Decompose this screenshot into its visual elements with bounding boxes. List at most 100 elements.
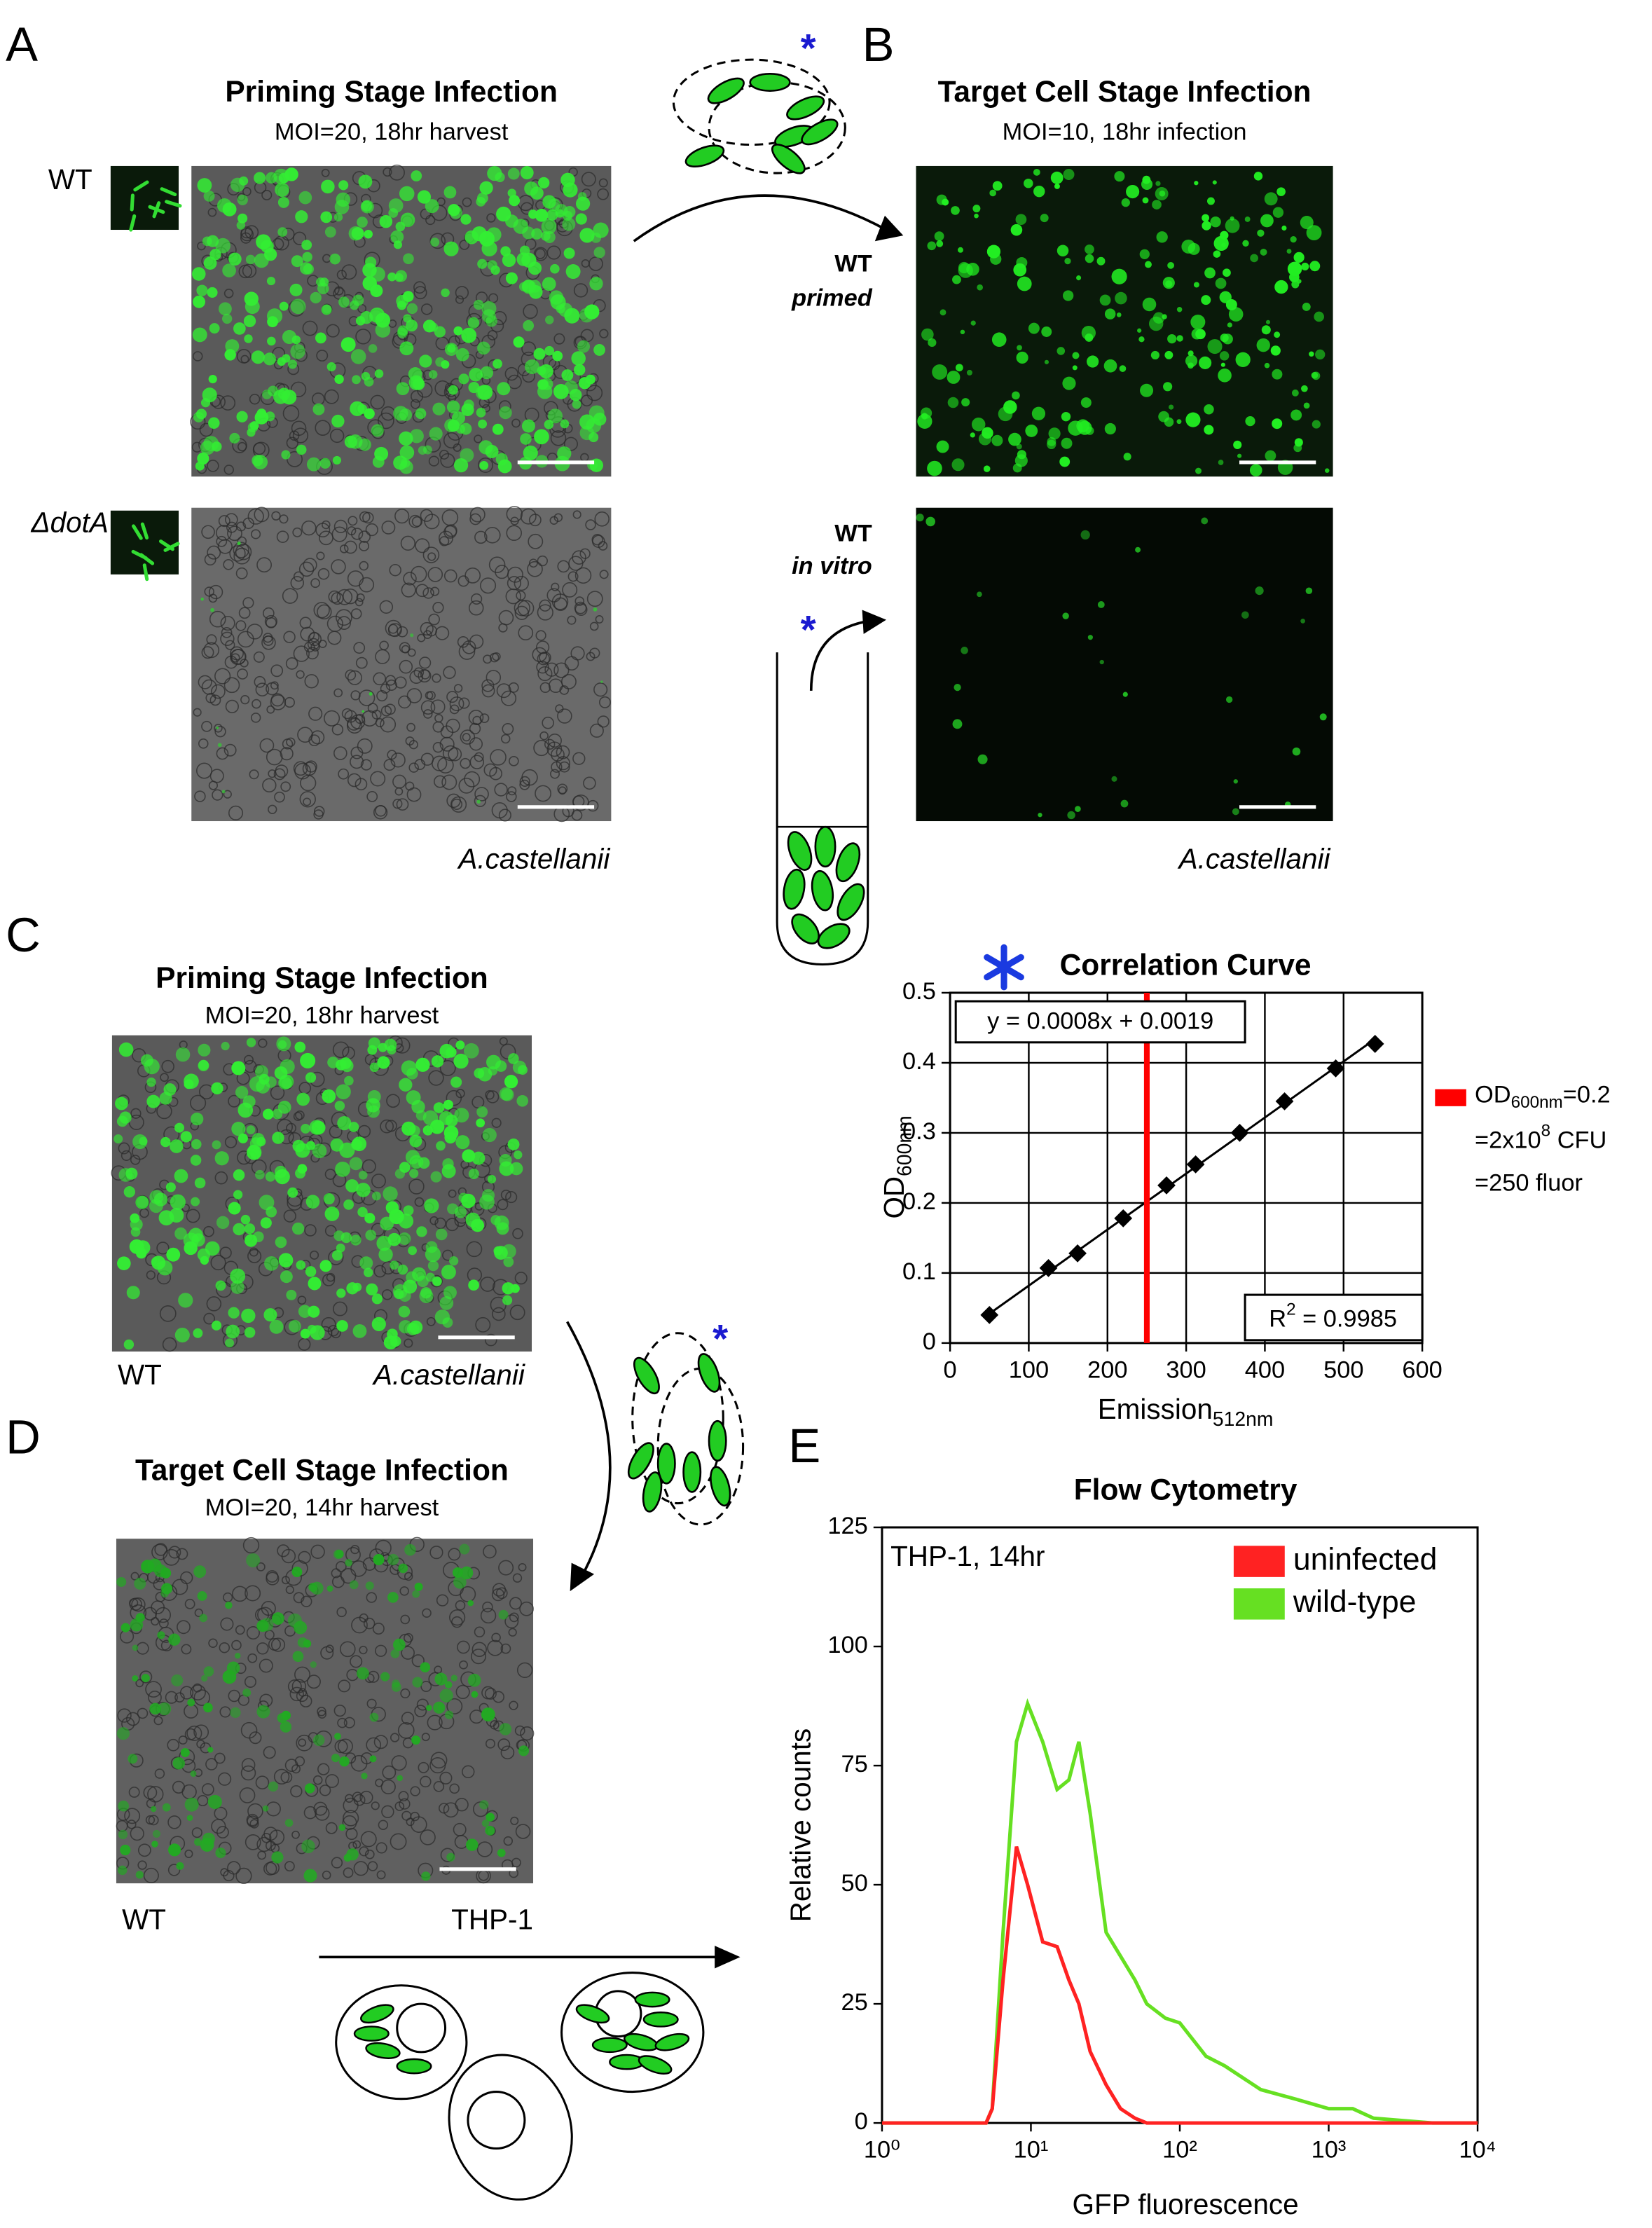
x-tick-label: 10⁰ bbox=[864, 2137, 900, 2164]
cell-outline bbox=[574, 567, 592, 584]
cell-outline bbox=[471, 1096, 485, 1109]
gfp-cell bbox=[998, 406, 1013, 422]
inset-bacterium bbox=[140, 522, 149, 540]
gfp-cell bbox=[194, 1177, 206, 1189]
cell-outline bbox=[230, 646, 244, 661]
bacterium bbox=[656, 1443, 676, 1485]
gfp-cell bbox=[939, 309, 947, 316]
cell-outline bbox=[294, 1756, 305, 1766]
cell-outline bbox=[174, 1692, 185, 1703]
cell-outline bbox=[289, 1686, 304, 1702]
cell-outline bbox=[420, 509, 433, 522]
gfp-cell bbox=[280, 1270, 293, 1284]
gfp-cell bbox=[399, 341, 414, 356]
gfp-cell bbox=[1293, 252, 1305, 263]
gfp-cell bbox=[251, 350, 265, 364]
gfp-cell bbox=[1292, 747, 1301, 756]
gfp-cell bbox=[422, 445, 432, 455]
gfp-cell bbox=[499, 1723, 512, 1735]
gfp-cell bbox=[344, 1075, 354, 1086]
cell-outline bbox=[466, 1241, 483, 1258]
arrowhead bbox=[862, 610, 887, 634]
gfp-cell bbox=[306, 457, 321, 472]
cell-outline bbox=[408, 762, 419, 773]
cell-outline bbox=[207, 545, 221, 560]
cell-outline bbox=[284, 696, 295, 708]
cell-outline bbox=[165, 1691, 178, 1704]
cell-outline bbox=[469, 737, 483, 751]
cell-outline bbox=[396, 798, 409, 811]
gfp-cell bbox=[303, 1639, 312, 1648]
gfp-cell bbox=[991, 332, 1007, 348]
cell-outline bbox=[345, 669, 357, 681]
gfp-cell bbox=[455, 424, 466, 434]
gfp-cell bbox=[370, 284, 383, 298]
host-cell bbox=[560, 1972, 705, 2093]
label-main: R bbox=[1269, 1306, 1286, 1333]
cell-outline bbox=[326, 1272, 336, 1282]
y-tick-label: 0 bbox=[923, 1328, 936, 1355]
gfp-cell bbox=[1163, 382, 1173, 392]
cell-outline bbox=[469, 634, 484, 649]
gfp-cell bbox=[197, 452, 209, 465]
gfp-cell bbox=[1155, 181, 1161, 186]
cell-outline bbox=[316, 551, 325, 561]
cell-outline bbox=[588, 256, 603, 271]
gfp-cell bbox=[392, 1638, 406, 1651]
cell-outline bbox=[408, 514, 422, 528]
cell-outline bbox=[510, 1816, 519, 1825]
gfp-cell bbox=[487, 260, 497, 270]
cell-outline bbox=[256, 557, 273, 573]
gfp-cell bbox=[322, 1089, 336, 1103]
gfp-cell bbox=[934, 231, 944, 242]
gfp-cell bbox=[260, 1217, 272, 1229]
gfp-cell bbox=[348, 226, 364, 241]
label-main: Emission bbox=[1098, 1393, 1213, 1425]
gfp-cell bbox=[281, 450, 291, 460]
gfp-cell bbox=[927, 460, 942, 476]
gfp-cell bbox=[468, 1168, 479, 1180]
gfp-cell bbox=[1033, 185, 1045, 198]
cell-outline bbox=[439, 449, 450, 460]
gfp-cell bbox=[453, 1575, 467, 1589]
cell-outline bbox=[292, 527, 303, 537]
cell-outline bbox=[355, 656, 368, 669]
gfp-cell bbox=[1087, 355, 1099, 368]
gfp-cell bbox=[961, 398, 970, 407]
gfp-cell bbox=[254, 172, 266, 184]
gfp-cell bbox=[333, 1733, 341, 1740]
cell-outline bbox=[550, 430, 567, 446]
cell-outline bbox=[121, 1150, 132, 1161]
cell-outline bbox=[469, 513, 481, 525]
cell-outline bbox=[370, 771, 386, 787]
cell-outline bbox=[237, 536, 247, 546]
gfp-cell bbox=[369, 692, 373, 696]
gfp-cell bbox=[562, 217, 576, 231]
cell-outline bbox=[487, 1639, 504, 1656]
gfp-cell bbox=[244, 1223, 256, 1235]
cell-outline bbox=[506, 525, 522, 542]
gfp-cell bbox=[383, 1335, 398, 1350]
inset bbox=[110, 165, 179, 231]
gfp-cell bbox=[1218, 369, 1232, 383]
gfp-cell bbox=[411, 170, 422, 181]
cell-outline bbox=[380, 683, 391, 694]
cell-outline bbox=[420, 700, 436, 715]
cell-outline bbox=[341, 264, 357, 280]
gfp-cell bbox=[226, 1324, 240, 1339]
cell-outline bbox=[371, 1801, 380, 1810]
cell-outline bbox=[146, 1270, 156, 1280]
cell-outline bbox=[225, 699, 239, 713]
cell-outline bbox=[280, 747, 294, 761]
cell-outline bbox=[155, 1607, 172, 1623]
gfp-cell bbox=[1274, 280, 1288, 294]
gfp-cell bbox=[1123, 453, 1131, 461]
cell-outline bbox=[401, 582, 416, 598]
gfp-cell bbox=[480, 366, 494, 380]
cell-outline bbox=[515, 1824, 531, 1839]
cell-outline bbox=[375, 1644, 387, 1657]
gfp-cell bbox=[486, 1813, 495, 1822]
cell-outline bbox=[455, 1089, 465, 1099]
cell-outline bbox=[446, 1698, 463, 1714]
y-tick-label: 125 bbox=[827, 1513, 867, 1539]
